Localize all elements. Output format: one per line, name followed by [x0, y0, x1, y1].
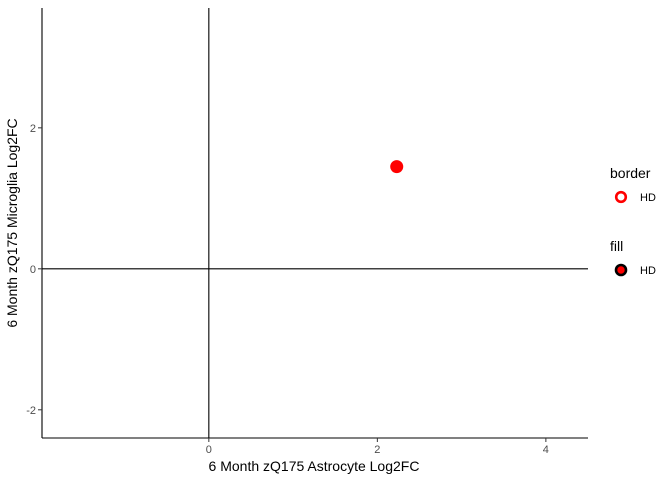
legend-label: HD: [640, 192, 656, 204]
legend: border HD fill HD: [610, 165, 656, 277]
plot-area: 0 2 4 -2 0 2: [26, 8, 588, 456]
y-tick-label: 2: [30, 123, 36, 135]
x-tick-label: 4: [543, 444, 549, 456]
data-point: [390, 160, 404, 174]
y-axis-title: 6 Month zQ175 Microglia Log2FC: [4, 118, 20, 327]
legend-title-border: border: [610, 165, 651, 181]
x-axis-title: 6 Month zQ175 Astrocyte Log2FC: [209, 458, 420, 474]
x-tick-label: 2: [374, 444, 380, 456]
legend-key-filled: [614, 263, 628, 277]
y-tick-label: 0: [30, 264, 36, 276]
legend-label: HD: [640, 265, 656, 277]
x-tick-label: 0: [206, 444, 212, 456]
legend-title-fill: fill: [610, 238, 623, 254]
legend-key-ring: [614, 190, 628, 204]
y-tick-label: -2: [26, 405, 36, 417]
